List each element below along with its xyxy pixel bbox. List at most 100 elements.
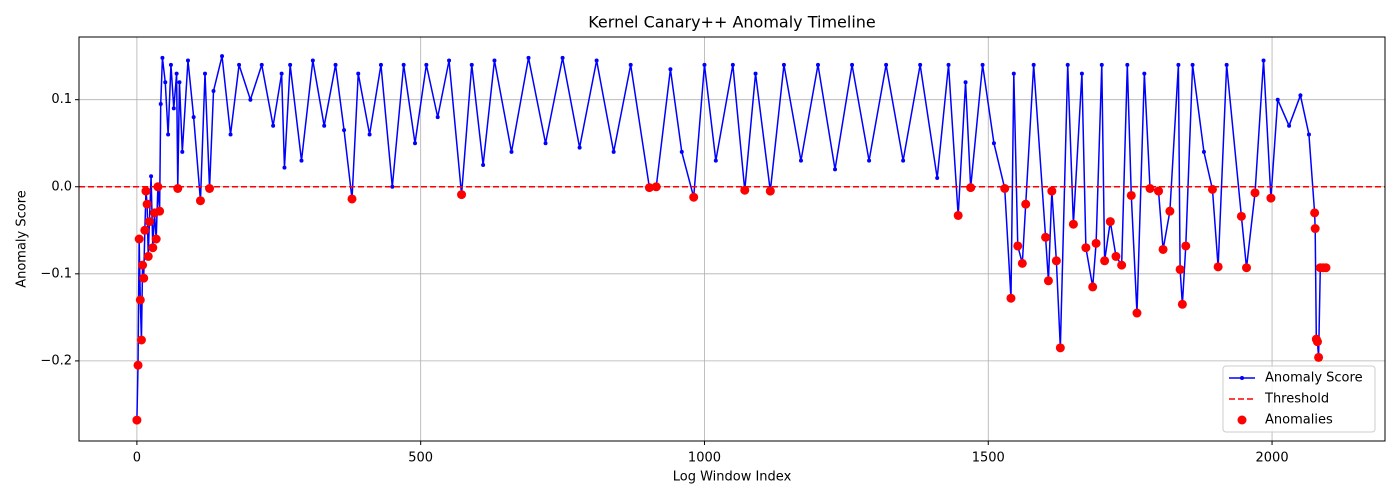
score-marker [991,141,996,146]
anomaly-point [1250,188,1260,198]
anomaly-point [1100,256,1110,266]
anomaly-point [1266,193,1276,203]
anomaly-point [1314,352,1324,362]
y-axis-label: Anomaly Score [15,190,30,288]
score-marker [918,62,923,67]
score-marker [248,97,253,102]
anomaly-point [1207,184,1217,194]
score-marker [481,162,486,167]
legend-label: Anomaly Score [1265,371,1363,386]
score-marker [322,123,327,128]
anomaly-point [151,234,161,244]
grid [79,37,1385,441]
score-marker [594,58,599,63]
score-marker [560,55,565,60]
score-marker [702,62,707,67]
anomaly-point [1165,206,1175,216]
anomaly-point [1154,186,1164,196]
score-marker [1011,71,1016,76]
anomaly-point [966,183,976,193]
anomaly-point [134,234,144,244]
score-marker [259,62,264,67]
score-marker [279,71,284,76]
anomaly-point [148,243,158,253]
score-marker [1306,132,1311,137]
chart-title: Kernel Canary++ Anomaly Timeline [588,13,876,32]
score-marker [166,132,171,137]
anomaly-point [1117,260,1127,270]
score-marker [850,62,855,67]
anomaly-point [142,199,152,209]
anomaly-point [1111,251,1121,261]
anomaly-point [1158,244,1168,254]
score-marker [191,115,196,120]
x-tick-label: 1000 [688,451,721,466]
score-marker [424,62,429,67]
anomaly-point [1132,308,1142,318]
score-marker [180,149,185,154]
score-marker [753,71,758,76]
anomaly-point [1000,184,1010,193]
score-marker [543,141,548,146]
score-marker [509,149,514,154]
anomaly-point [173,184,183,193]
anomaly-point [1017,258,1027,268]
anomaly-point [457,190,467,200]
score-marker [611,149,616,154]
anomaly-point [1321,263,1331,273]
y-tick-label: 0.0 [51,179,72,194]
anomaly-point [136,335,146,345]
score-marker [963,80,968,85]
anomaly-point [139,273,149,283]
anomaly-point [1236,211,1246,221]
anomaly-point [1068,219,1078,229]
anomaly-point [347,194,357,204]
score-marker [1298,93,1303,98]
score-marker [946,62,951,67]
anomaly-point [651,182,661,192]
score-marker [469,62,474,67]
anomaly-point [1081,243,1091,253]
score-marker [526,55,531,60]
anomaly-point [143,251,153,261]
anomaly-point [1055,343,1065,353]
score-marker [158,102,163,107]
score-marker [730,62,735,67]
score-marker [333,62,338,67]
anomaly-point [133,360,143,370]
score-marker [1079,71,1084,76]
anomaly-point [1051,256,1061,266]
score-marker [577,145,582,150]
score-marker [1125,62,1130,67]
score-marker [211,88,216,93]
score-marker [679,149,684,154]
y-tick-label: 0.1 [51,92,72,107]
legend-label: Anomalies [1265,413,1333,428]
score-marker [342,128,347,133]
score-marker [668,67,673,72]
x-tick-label: 1500 [972,451,1005,466]
score-marker [980,62,985,67]
anomaly-point [1041,232,1051,242]
anomaly-point [195,196,205,206]
score-marker [1224,62,1229,67]
y-tick-label: −0.1 [40,266,72,281]
score-marker [413,141,418,146]
score-marker [713,158,718,163]
axes-frame [78,36,1386,442]
score-marker [168,62,173,67]
anomaly-point [1312,337,1322,347]
score-marker [867,158,872,163]
anomaly-point [1013,241,1023,251]
legend-marker [1240,376,1244,380]
score-marker [310,58,315,63]
score-marker [390,184,395,189]
anomaly-point [1047,186,1057,196]
anomaly-point [132,415,142,425]
anomaly-point [1105,217,1115,227]
score-marker [1142,71,1147,76]
score-marker [798,158,803,163]
score-marker [163,80,168,85]
score-marker [185,58,190,63]
anomaly-point [135,295,145,305]
